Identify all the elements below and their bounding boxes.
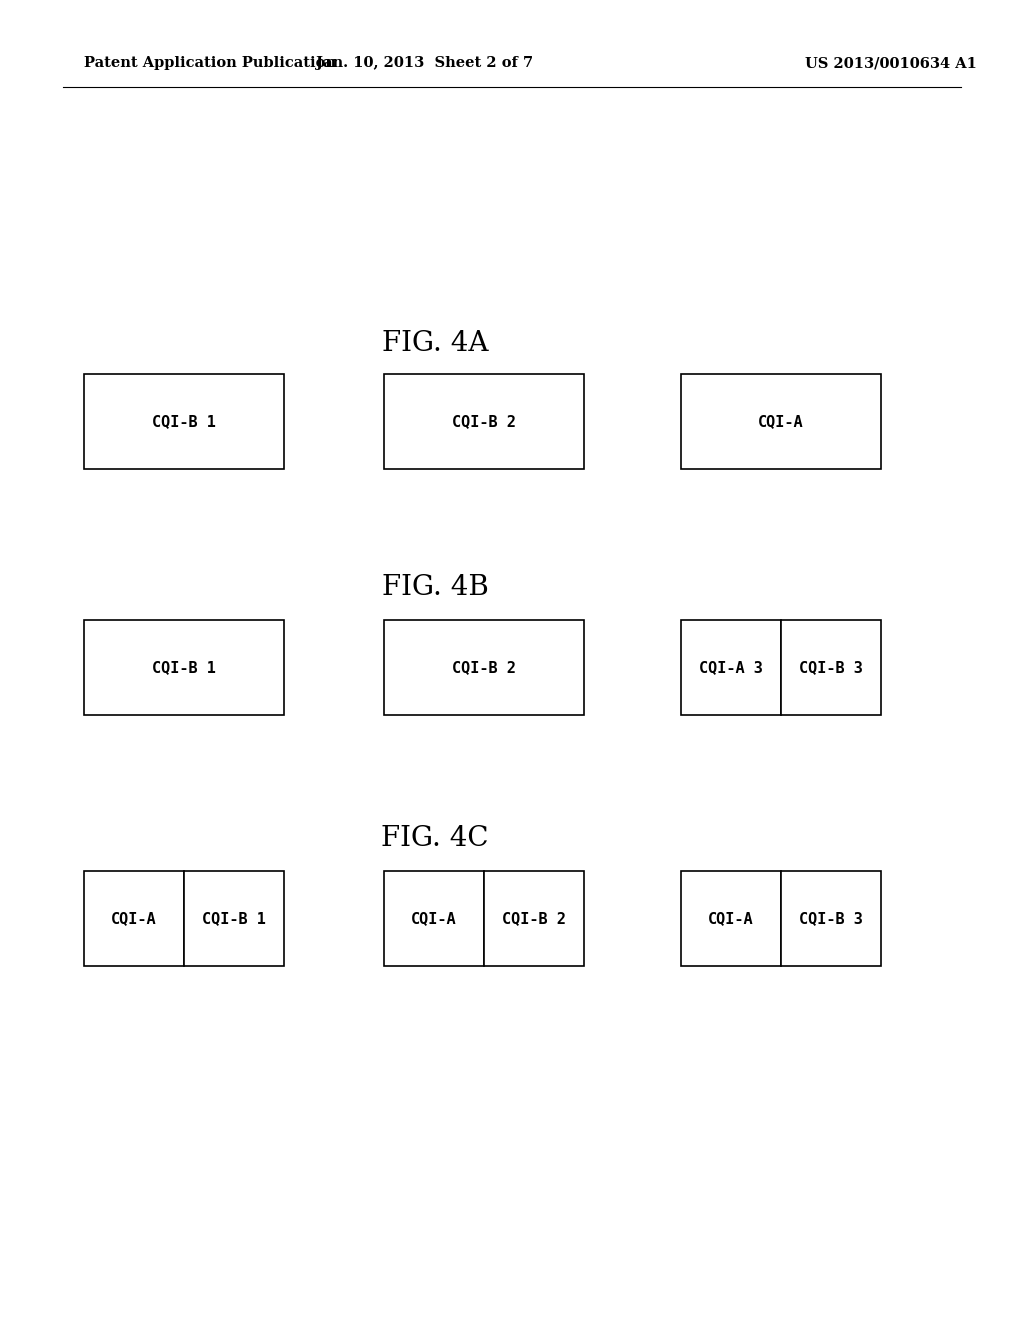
FancyBboxPatch shape: [681, 871, 781, 966]
Text: FIG. 4C: FIG. 4C: [382, 825, 488, 851]
Text: CQI-B 2: CQI-B 2: [502, 911, 565, 927]
Text: CQI-B 1: CQI-B 1: [152, 660, 216, 676]
Text: CQI-B 3: CQI-B 3: [799, 911, 862, 927]
FancyBboxPatch shape: [781, 620, 881, 715]
FancyBboxPatch shape: [681, 374, 881, 469]
FancyBboxPatch shape: [484, 871, 584, 966]
Text: CQI-B 2: CQI-B 2: [452, 413, 516, 429]
Text: CQI-B 1: CQI-B 1: [202, 911, 265, 927]
Text: Patent Application Publication: Patent Application Publication: [84, 57, 336, 70]
Text: CQI-B 2: CQI-B 2: [452, 660, 516, 676]
Text: US 2013/0010634 A1: US 2013/0010634 A1: [805, 57, 977, 70]
Text: Jan. 10, 2013  Sheet 2 of 7: Jan. 10, 2013 Sheet 2 of 7: [316, 57, 534, 70]
Text: CQI-A: CQI-A: [111, 911, 157, 927]
FancyBboxPatch shape: [384, 871, 484, 966]
Text: CQI-B 1: CQI-B 1: [152, 413, 216, 429]
FancyBboxPatch shape: [384, 374, 584, 469]
FancyBboxPatch shape: [84, 374, 284, 469]
Text: FIG. 4B: FIG. 4B: [382, 574, 488, 601]
FancyBboxPatch shape: [681, 620, 781, 715]
Text: FIG. 4A: FIG. 4A: [382, 330, 488, 356]
Text: CQI-A: CQI-A: [411, 911, 457, 927]
Text: CQI-A: CQI-A: [758, 413, 804, 429]
FancyBboxPatch shape: [781, 871, 881, 966]
FancyBboxPatch shape: [384, 620, 584, 715]
FancyBboxPatch shape: [84, 871, 184, 966]
Text: CQI-A: CQI-A: [708, 911, 754, 927]
Text: CQI-A 3: CQI-A 3: [699, 660, 763, 676]
FancyBboxPatch shape: [184, 871, 284, 966]
FancyBboxPatch shape: [84, 620, 284, 715]
Text: CQI-B 3: CQI-B 3: [799, 660, 862, 676]
